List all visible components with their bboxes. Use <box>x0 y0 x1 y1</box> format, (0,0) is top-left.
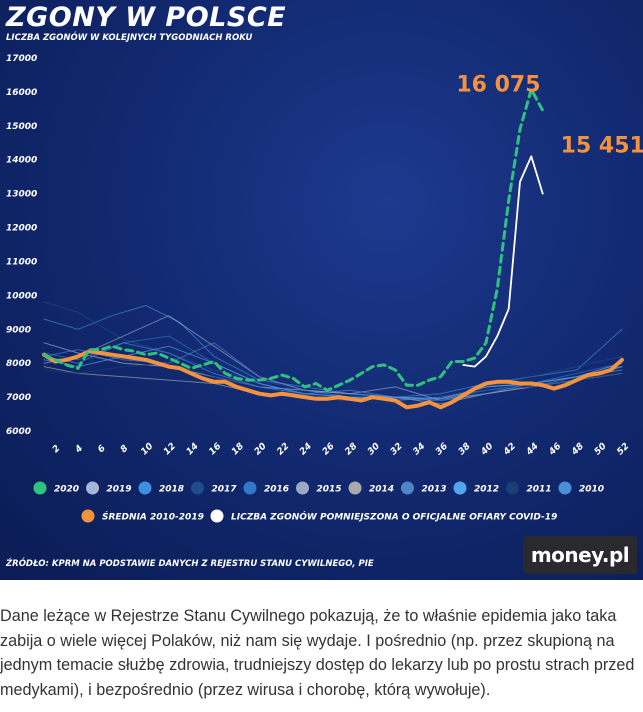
series-line-liczba-zgon-w-pomniejszona-o-oficjalne-ofiary-covid-19 <box>462 155 544 368</box>
y-tick-label: 11000 <box>6 257 37 267</box>
y-tick-label: 15000 <box>6 122 37 132</box>
chart-panel: ZGONY W POLSCE LICZBA ZGONÓW W KOLEJNYCH… <box>0 0 643 580</box>
legend-label: 2015 <box>317 485 342 495</box>
x-tick-label: 20 <box>253 441 269 457</box>
x-tick-label: 32 <box>389 441 405 457</box>
x-tick-label: 26 <box>321 441 337 457</box>
x-tick-label: 30 <box>366 441 382 457</box>
x-tick-label: 34 <box>411 441 427 457</box>
y-tick-label: 12000 <box>6 224 37 234</box>
x-tick-label: 50 <box>593 441 609 457</box>
x-tick-label: 18 <box>230 441 246 457</box>
series-lines <box>42 87 624 410</box>
chart-title: ZGONY W POLSCE <box>6 2 287 33</box>
x-tick-label: 48 <box>569 441 586 458</box>
legend-swatch <box>558 481 572 495</box>
series-line-2020 <box>42 87 545 392</box>
annotations: 16 075 15 451 <box>456 72 643 158</box>
legend-label: LICZBA ZGONÓW POMNIEJSZONA O OFICJALNE O… <box>231 511 557 523</box>
legend-label: 2019 <box>107 485 132 495</box>
legend-swatch <box>138 481 152 495</box>
y-tick-label: 8000 <box>6 359 31 369</box>
x-tick-label: 44 <box>524 441 541 458</box>
x-tick-label: 2 <box>51 444 63 456</box>
legend-label: 2018 <box>159 485 184 495</box>
x-tick-label: 52 <box>615 441 631 457</box>
legend-swatch <box>506 481 519 495</box>
legend-label: 2010 <box>579 485 604 495</box>
legend-swatch <box>33 481 47 495</box>
x-axis-ticks: 2 4 6 8 10 12 14 16 18 20 22 24 26 28 30 32 34 36 38 40 42 44… <box>51 441 631 458</box>
x-tick-label: 14 <box>185 441 201 457</box>
legend-swatch <box>296 481 309 495</box>
article-paragraph: Dane leżące w Rejestrze Stanu Cywilnego … <box>0 607 635 699</box>
x-tick-label: 4 <box>73 444 85 456</box>
legend-swatch <box>453 481 467 495</box>
y-tick-label: 9000 <box>6 325 31 335</box>
x-tick-label: 6 <box>96 444 108 456</box>
y-tick-label: 10000 <box>6 291 37 301</box>
legend: 2020 2019 2018 2017 2016 2015 2014 2013 2012 2011… <box>33 481 604 523</box>
y-tick-label: 14000 <box>6 156 37 166</box>
legend-label: 2020 <box>54 485 79 495</box>
legend-swatch <box>401 481 414 495</box>
x-tick-label: 12 <box>162 441 178 457</box>
y-axis-ticks: 17000 16000 15000 14000 13000 12000 11000 10000… <box>6 54 37 437</box>
x-tick-label: 10 <box>139 441 155 457</box>
y-tick-label: 6000 <box>6 427 31 437</box>
x-tick-label: 16 <box>207 441 223 457</box>
x-tick-label: 40 <box>479 441 496 458</box>
x-tick-label: 42 <box>501 441 518 458</box>
x-tick-label: 36 <box>434 441 450 457</box>
annotation-label: 15 451 <box>561 134 643 159</box>
y-tick-label: 13000 <box>6 190 37 200</box>
legend-label: 2014 <box>369 485 394 495</box>
x-tick-label: 46 <box>547 441 564 458</box>
chart-source: ŹRÓDŁO: KPRM NA PODSTAWIE DANYCH Z REJES… <box>6 559 374 569</box>
x-tick-label: 38 <box>457 441 473 457</box>
y-tick-label: 16000 <box>6 88 37 98</box>
legend-label: 2012 <box>474 485 499 495</box>
money-pl-logo: money.pl <box>523 536 637 574</box>
legend-swatch <box>243 481 257 495</box>
legend-label: 2016 <box>264 485 289 495</box>
x-tick-label: 28 <box>343 441 359 457</box>
x-tick-label: 22 <box>275 441 291 457</box>
logo-text: money.pl <box>530 543 630 567</box>
legend-swatch <box>86 481 99 495</box>
chart-svg: 17000 16000 15000 14000 13000 12000 11000 10000… <box>6 54 643 523</box>
annotation-label: 16 075 <box>456 72 540 97</box>
legend-swatch <box>348 481 362 495</box>
series-line--rednia-2010-2019 <box>42 349 624 410</box>
y-tick-label: 7000 <box>6 393 31 403</box>
y-tick-label: 17000 <box>6 54 37 64</box>
legend-label: 2013 <box>422 485 447 495</box>
legend-swatch <box>81 509 95 523</box>
chart-subtitle: LICZBA ZGONÓW W KOLEJNYCH TYGODNIACH ROK… <box>6 33 253 43</box>
legend-label: 2011 <box>527 485 552 495</box>
legend-swatch <box>191 481 204 495</box>
x-tick-label: 24 <box>298 441 314 457</box>
legend-label: ŚREDNIA 2010-2019 <box>102 511 204 523</box>
x-tick-label: 8 <box>119 444 131 456</box>
legend-swatch <box>210 509 224 523</box>
legend-label: 2017 <box>212 485 238 495</box>
